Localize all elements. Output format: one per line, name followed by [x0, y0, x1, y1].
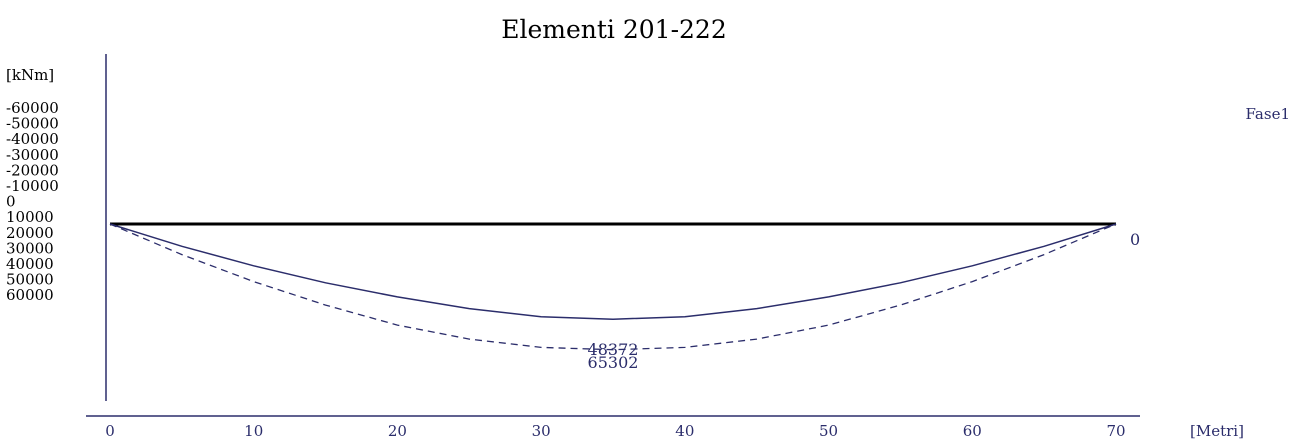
x-tick-label: 40 — [675, 422, 694, 440]
x-tick-labels: 0 10 20 30 40 50 60 70 — [105, 422, 1125, 440]
data-label: 65302 — [588, 353, 639, 372]
y-tick-label: -50000 — [6, 115, 59, 133]
data-label: 48372 — [588, 340, 639, 359]
y-tick-label: 60000 — [6, 286, 54, 304]
y-tick-label: -40000 — [6, 130, 59, 148]
x-tick-label: 10 — [244, 422, 263, 440]
x-tick-label: 50 — [819, 422, 838, 440]
y-tick-label: 50000 — [6, 271, 54, 289]
y-tick-label: 30000 — [6, 239, 54, 257]
x-tick-label: 30 — [532, 422, 551, 440]
y-tick-label: 10000 — [6, 208, 54, 226]
chart-title: Elementi 201-222 — [501, 15, 727, 44]
y-tick-label: -20000 — [6, 161, 59, 179]
y-tick-label: -60000 — [6, 99, 59, 117]
legend-label: Fase1 — [1246, 105, 1290, 123]
x-tick-label: 60 — [963, 422, 982, 440]
x-tick-label: 0 — [105, 422, 115, 440]
y-tick-labels: -60000-50000-40000-30000-20000-100000100… — [6, 99, 59, 304]
series-group — [109, 222, 1117, 351]
y-axis-label: [kNm] — [6, 66, 54, 84]
y-tick-label: 40000 — [6, 255, 54, 273]
data-label: 0 — [1130, 230, 1140, 249]
solid-moment-curve — [109, 223, 1117, 320]
y-tick-label: 20000 — [6, 224, 54, 242]
y-tick-label: -10000 — [6, 177, 59, 195]
x-tick-label: 20 — [388, 422, 407, 440]
x-axis-label: [Metri] — [1190, 422, 1244, 440]
y-tick-label: -30000 — [6, 146, 59, 164]
x-tick-label: 70 — [1106, 422, 1125, 440]
y-tick-label: 0 — [6, 193, 16, 211]
dashed-moment-curve — [109, 223, 1117, 351]
